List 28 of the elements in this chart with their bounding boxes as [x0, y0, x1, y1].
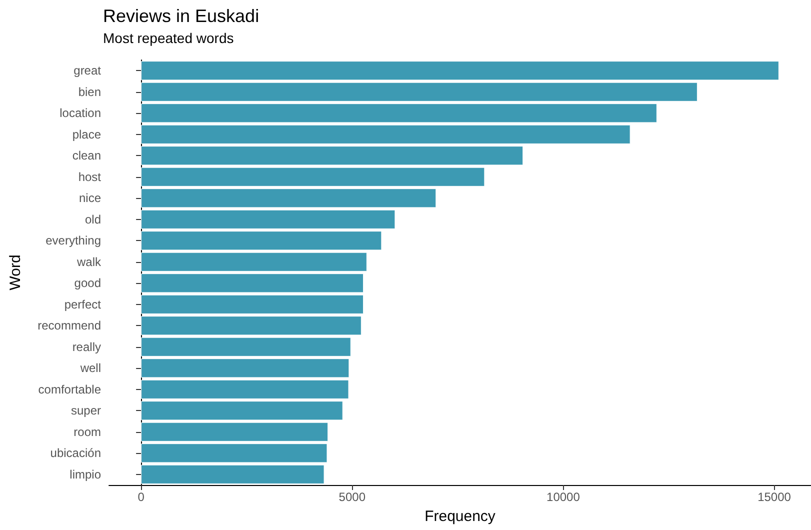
y-tick-label: great — [74, 64, 102, 78]
y-tick-label: really — [72, 340, 101, 354]
y-tick-label: host — [78, 170, 102, 184]
y-tick-label: super — [70, 404, 101, 418]
x-tick-label: 15000 — [758, 490, 792, 504]
y-tick-label: clean — [72, 148, 101, 163]
y-tick-label: ubicación — [50, 446, 101, 460]
y-axis-title: Word — [7, 254, 24, 290]
chart-title: Reviews in Euskadi — [103, 6, 260, 26]
y-tick-label: old — [84, 212, 101, 226]
y-tick-label: location — [60, 106, 101, 120]
y-tick-label: well — [79, 361, 101, 376]
chart-subtitle: Most repeated words — [103, 30, 234, 46]
y-tick-label: walk — [76, 254, 102, 269]
y-tick-label: nice — [78, 191, 102, 206]
y-tick-label: limpio — [70, 467, 102, 482]
x-tick-label: 10000 — [546, 490, 580, 504]
y-tick-label: everything — [46, 234, 101, 248]
y-tick-label: good — [74, 276, 101, 290]
x-tick-label: 0 — [138, 490, 145, 504]
y-tick-label: perfect — [64, 297, 102, 312]
x-tick-label: 5000 — [338, 490, 366, 504]
x-axis-title: Frequency — [424, 508, 496, 525]
y-tick-label: bien — [78, 84, 101, 99]
y-tick-label: comfortable — [38, 382, 102, 396]
y-tick-label: place — [72, 127, 102, 142]
y-tick-label: room — [74, 424, 101, 439]
y-tick-label: recommend — [38, 318, 101, 333]
